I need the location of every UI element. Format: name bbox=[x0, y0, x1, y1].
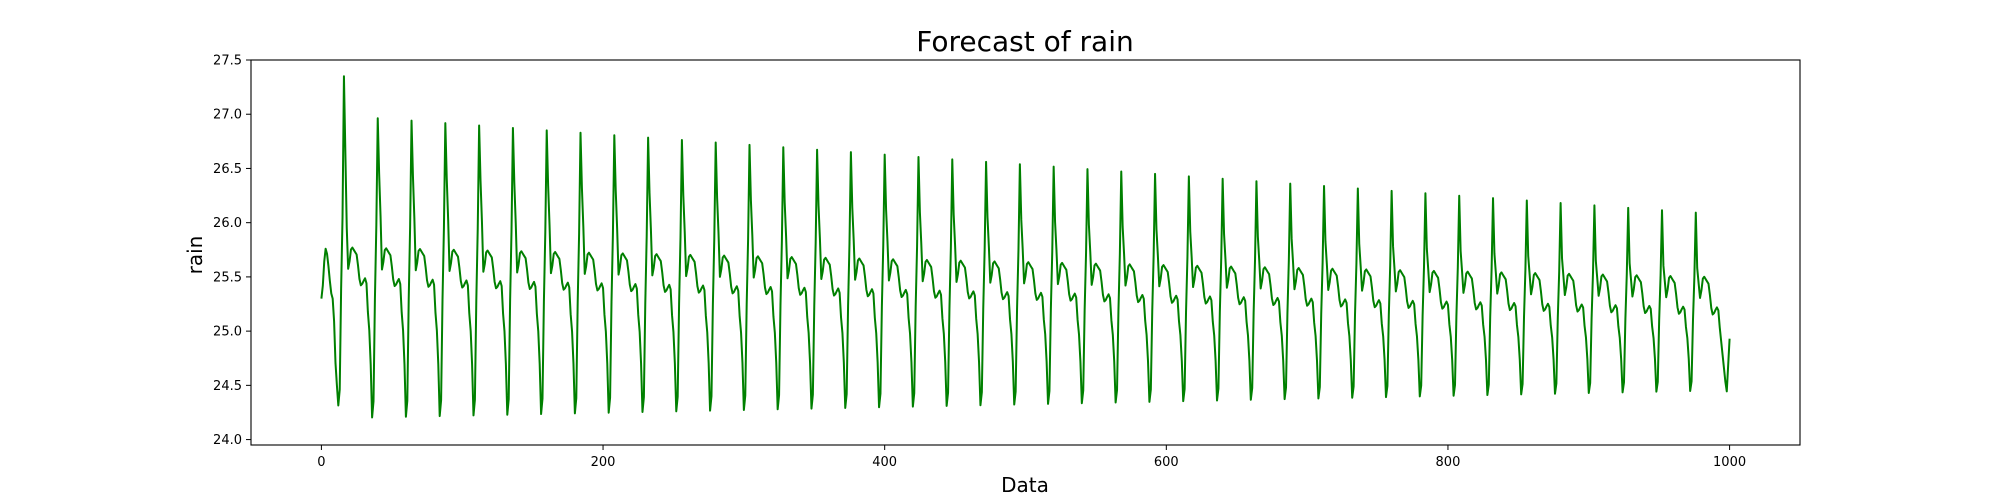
chart-title: Forecast of rain bbox=[916, 25, 1133, 58]
y-tick-label: 26.0 bbox=[213, 216, 242, 231]
x-tick-label: 600 bbox=[1154, 455, 1179, 470]
y-axis-ticks: 24.0 24.5 25.0 25.5 26.0 26.5 27.0 27.5 bbox=[213, 54, 251, 448]
y-tick-label: 26.5 bbox=[213, 162, 242, 177]
y-tick-label: 25.5 bbox=[213, 270, 242, 285]
x-tick-label: 800 bbox=[1436, 455, 1461, 470]
y-axis-label: rain bbox=[183, 236, 207, 275]
y-tick-label: 25.0 bbox=[213, 325, 242, 340]
y-tick-label: 24.5 bbox=[213, 379, 242, 394]
series-line bbox=[320, 75, 1731, 419]
x-tick-label: 1000 bbox=[1713, 455, 1746, 470]
x-axis-label: Data bbox=[1001, 473, 1049, 497]
axes-spines bbox=[250, 59, 1801, 446]
x-tick-label: 200 bbox=[591, 455, 616, 470]
x-tick-label: 0 bbox=[317, 455, 325, 470]
y-tick-label: 27.0 bbox=[213, 108, 242, 123]
x-tick-label: 400 bbox=[872, 455, 897, 470]
x-axis-ticks: 0 200 400 600 800 1000 bbox=[317, 445, 1746, 470]
axes-frame bbox=[250, 59, 1801, 446]
y-tick-label: 24.0 bbox=[213, 433, 242, 448]
series-layer bbox=[320, 75, 1731, 419]
y-tick-label: 27.5 bbox=[213, 54, 242, 69]
